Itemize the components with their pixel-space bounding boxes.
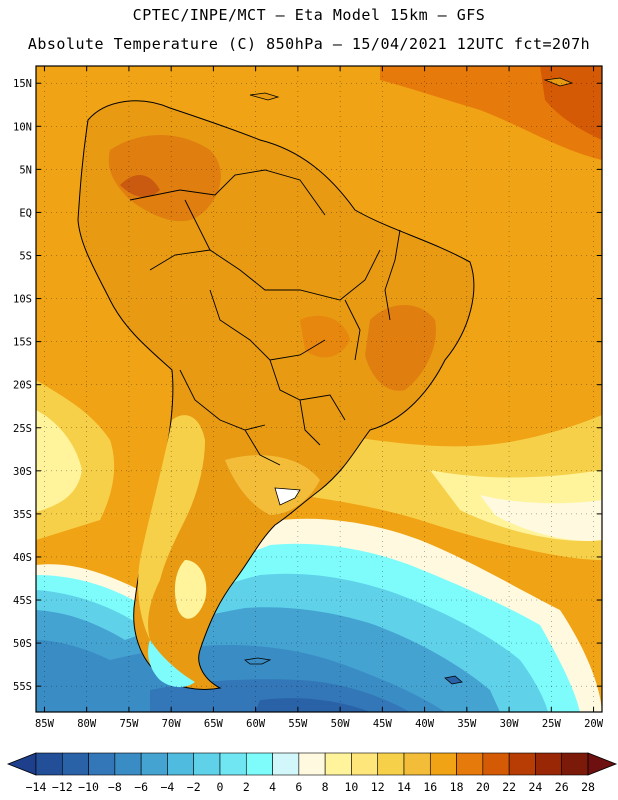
title-line-2: Absolute Temperature (C) 850hPa — 15/04/…	[27, 35, 591, 53]
lon-tick-label: 30W	[500, 718, 520, 730]
colorbar-swatch	[272, 752, 300, 776]
lon-tick-label: 70W	[162, 718, 182, 730]
colorbar-label: 26	[555, 780, 569, 794]
lon-tick-label: 40W	[415, 718, 435, 730]
colorbar-swatch	[456, 752, 484, 776]
colorbar-label: −4	[160, 780, 174, 794]
colorbar-label: 18	[450, 780, 464, 794]
colorbar-label: 20	[476, 780, 490, 794]
colorbar-swatch	[429, 752, 457, 776]
lon-tick-label: 35W	[457, 718, 477, 730]
colorbar-label: 4	[269, 780, 276, 794]
lat-tick-label: 55S	[13, 681, 32, 693]
colorbar-high-arrow	[587, 752, 618, 776]
colorbar-swatch	[298, 752, 326, 776]
colorbar-swatch	[351, 752, 379, 776]
lat-tick-label: 25S	[13, 423, 32, 435]
lon-tick-label: 55W	[288, 718, 308, 730]
lat-tick-label: 15S	[13, 337, 32, 349]
colorbar-swatch	[140, 752, 168, 776]
colorbar-label: −8	[108, 780, 122, 794]
lat-tick-label: EQ	[19, 207, 32, 219]
colorbar-label: 12	[371, 780, 385, 794]
south-america-landmass	[77, 100, 475, 690]
colorbar-swatch	[324, 752, 352, 776]
colorbar-swatch	[114, 752, 142, 776]
lat-tick-label: 10N	[13, 121, 32, 133]
colorbar-swatch	[377, 752, 405, 776]
map-frame	[35, 65, 603, 713]
lon-tick-label: 50W	[331, 718, 351, 730]
colorbar-swatch	[219, 752, 247, 776]
lon-tick-label: 25W	[542, 718, 562, 730]
lat-tick-label: 50S	[13, 638, 32, 650]
colorbar-label: −6	[134, 780, 148, 794]
lat-tick-label: 20S	[13, 380, 32, 392]
lat-tick-label: 35S	[13, 509, 32, 521]
colorbar-low-arrow	[6, 752, 37, 776]
lon-tick-label: 20W	[584, 718, 604, 730]
map-field	[36, 66, 602, 712]
colorbar-label: −14	[26, 780, 47, 794]
lon-tick-label: 45W	[373, 718, 393, 730]
country-borders	[129, 169, 401, 466]
colorbar-swatch	[245, 752, 273, 776]
lat-tick-label: 5N	[19, 164, 32, 176]
lat-tick-label: 40S	[13, 552, 32, 564]
colorbar-swatch	[482, 752, 510, 776]
lat-tick-label: 45S	[13, 595, 32, 607]
lon-tick-label: 60W	[246, 718, 266, 730]
colorbar-label: 28	[581, 780, 595, 794]
colorbar-label: 14	[397, 780, 411, 794]
colorbar-label: 24	[528, 780, 542, 794]
colorbar-label: 10	[344, 780, 358, 794]
colorbar-label: 16	[423, 780, 437, 794]
colorbar-swatch	[88, 752, 116, 776]
colorbar: −14 −12 −10 −8 −6 −4 −2 0 2 4 6 8 10 12 14 16 18 20 22 24 26…	[6, 752, 618, 794]
colorbar-label: −2	[187, 780, 201, 794]
axis-ticks: 15N 10N 5N EQ 5S 10S 15S 20S 25S 30S 35S 40S 45S 50S 5…	[13, 66, 604, 730]
colorbar-label: 8	[322, 780, 329, 794]
colorbar-label: −10	[78, 780, 99, 794]
lon-tick-label: 80W	[77, 718, 97, 730]
lon-tick-label: 65W	[204, 718, 224, 730]
lon-tick-label: 75W	[119, 718, 139, 730]
colorbar-swatch	[61, 752, 89, 776]
colorbar-label: −12	[52, 780, 73, 794]
lon-tick-label: 85W	[35, 718, 55, 730]
colorbar-label: 2	[243, 780, 250, 794]
colorbar-swatch	[35, 752, 63, 776]
colorbar-swatch	[403, 752, 431, 776]
title-line-1: CPTEC/INPE/MCT — Eta Model 15km — GFS	[132, 6, 486, 24]
colorbar-swatch	[561, 752, 589, 776]
lat-tick-label: 30S	[13, 466, 32, 478]
colorbar-swatch	[508, 752, 536, 776]
colorbar-swatch	[167, 752, 195, 776]
lat-tick-label: 15N	[13, 78, 32, 90]
colorbar-label: 6	[295, 780, 302, 794]
colorbar-label: 0	[217, 780, 224, 794]
temperature-map: 15N 10N 5N EQ 5S 10S 15S 20S 25S 30S 35S 40S 45S 50S 5…	[13, 65, 604, 730]
colorbar-label: 22	[502, 780, 516, 794]
colorbar-swatch	[535, 752, 563, 776]
colorbar-swatch	[193, 752, 221, 776]
lat-tick-label: 5S	[19, 250, 32, 262]
lat-tick-label: 10S	[13, 294, 32, 306]
